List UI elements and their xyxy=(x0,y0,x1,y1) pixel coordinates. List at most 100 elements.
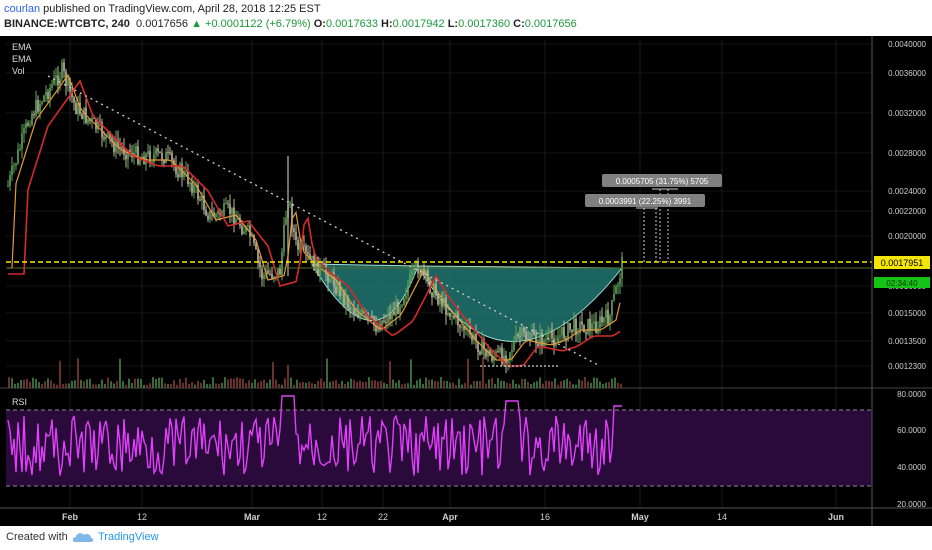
volume-bar xyxy=(119,358,121,388)
volume-bar xyxy=(296,379,298,388)
candle-body xyxy=(393,311,395,316)
legend-item: EMA xyxy=(12,42,32,52)
candle-body xyxy=(437,295,439,305)
candle-body xyxy=(115,139,117,153)
volume-bar xyxy=(545,380,547,388)
candle-body xyxy=(19,148,21,150)
volume-bar xyxy=(41,383,43,388)
candle-body xyxy=(111,137,113,142)
candle-body xyxy=(395,301,397,316)
candle-body xyxy=(547,333,549,340)
candle-body xyxy=(171,152,173,161)
candle-body xyxy=(97,121,99,130)
volume-bar xyxy=(581,380,583,388)
volume-bar xyxy=(71,380,73,388)
publish-line: courlan published on TradingView.com, Ap… xyxy=(4,3,321,15)
price-tick-label: 0.0024000 xyxy=(888,187,926,196)
candle-body xyxy=(379,323,381,330)
volume-bar xyxy=(137,378,139,388)
chart-canvas[interactable]: 0.0040000 0.0036000 0.0032000 0.0028000 0.00… xyxy=(0,36,932,526)
footer: Created with TradingView xyxy=(0,526,932,550)
candle-body xyxy=(475,334,477,342)
candle-body xyxy=(109,131,111,138)
volume-bar xyxy=(434,381,436,388)
volume-bar xyxy=(134,378,136,388)
candle-body xyxy=(597,328,599,333)
candle-body xyxy=(191,182,193,193)
candle-body xyxy=(319,263,321,276)
candle-body xyxy=(183,170,185,178)
measure-label-box xyxy=(585,194,705,207)
candle-body xyxy=(335,286,337,294)
volume-bar xyxy=(173,380,175,388)
candle-body xyxy=(291,203,293,229)
candle-body xyxy=(603,317,605,323)
volume-bar xyxy=(488,379,490,388)
candle-body xyxy=(113,141,115,153)
candle-body xyxy=(387,313,389,323)
price-change: +0.0001122 (+6.79%) xyxy=(205,18,311,30)
rsi-tick-label: 40.0000 xyxy=(897,463,926,472)
volume-bar xyxy=(419,378,421,388)
candle-body xyxy=(245,226,247,232)
volume-bar xyxy=(290,377,292,388)
candle-body xyxy=(281,252,283,276)
tradingview-brand-link[interactable]: TradingView xyxy=(98,531,159,543)
candle-body xyxy=(555,342,557,346)
volume-bar xyxy=(485,383,487,388)
candle-body xyxy=(71,91,73,98)
volume-bar xyxy=(341,380,343,388)
volume-bar xyxy=(359,380,361,388)
candle-body xyxy=(571,329,573,332)
candle-body xyxy=(439,299,441,305)
candle-body xyxy=(101,122,103,138)
volume-bar xyxy=(578,379,580,388)
high-value: 0.0017942 xyxy=(392,18,445,30)
candle-body xyxy=(345,296,347,306)
volume-bar xyxy=(524,378,526,388)
volume-bar xyxy=(602,384,604,388)
candle-body xyxy=(135,146,137,153)
volume-bar xyxy=(566,378,568,388)
candle-body xyxy=(535,334,537,344)
volume-bar xyxy=(479,380,481,388)
candle-body xyxy=(91,118,93,121)
volume-bar xyxy=(308,381,310,388)
volume-bar xyxy=(56,384,58,388)
candle-body xyxy=(227,203,229,205)
candle-body xyxy=(525,332,527,341)
time-tick-label: Apr xyxy=(442,512,458,522)
volume-bar xyxy=(593,377,595,388)
candle-body xyxy=(353,308,355,314)
author-link[interactable]: courlan xyxy=(4,3,41,15)
candle-body xyxy=(419,273,421,275)
volume-bar xyxy=(404,383,406,388)
candle-body xyxy=(383,320,385,322)
candle-body xyxy=(481,339,483,355)
candle-body xyxy=(357,314,359,318)
candle-body xyxy=(27,123,29,126)
price-chart-svg[interactable]: 0.0040000 0.0036000 0.0032000 0.0028000 0.00… xyxy=(0,36,932,526)
measure-label-2: 0.0003991 (22.25%) 3991 xyxy=(599,197,692,206)
volume-bar xyxy=(116,381,118,388)
candle-body xyxy=(531,329,533,341)
candle-body xyxy=(21,133,23,149)
candle-body xyxy=(447,312,449,315)
candle-body xyxy=(199,199,201,201)
tradingview-cloud-icon[interactable] xyxy=(72,531,94,544)
countdown-tag: 02:34:40 xyxy=(886,279,918,288)
candle-body xyxy=(159,151,161,153)
candle-body xyxy=(117,139,119,148)
volume-bar xyxy=(371,380,373,388)
candle-body xyxy=(443,297,445,307)
volume-bar xyxy=(200,383,202,388)
drawings xyxy=(6,75,872,367)
candle-body xyxy=(257,249,259,262)
volume-bar xyxy=(608,382,610,388)
candle-body xyxy=(471,334,473,341)
candle-body xyxy=(515,334,517,342)
candle-body xyxy=(157,148,159,152)
volume-bar xyxy=(314,384,316,388)
legend-item: EMA xyxy=(12,54,32,64)
price-tick-label: 0.0012300 xyxy=(888,362,926,371)
